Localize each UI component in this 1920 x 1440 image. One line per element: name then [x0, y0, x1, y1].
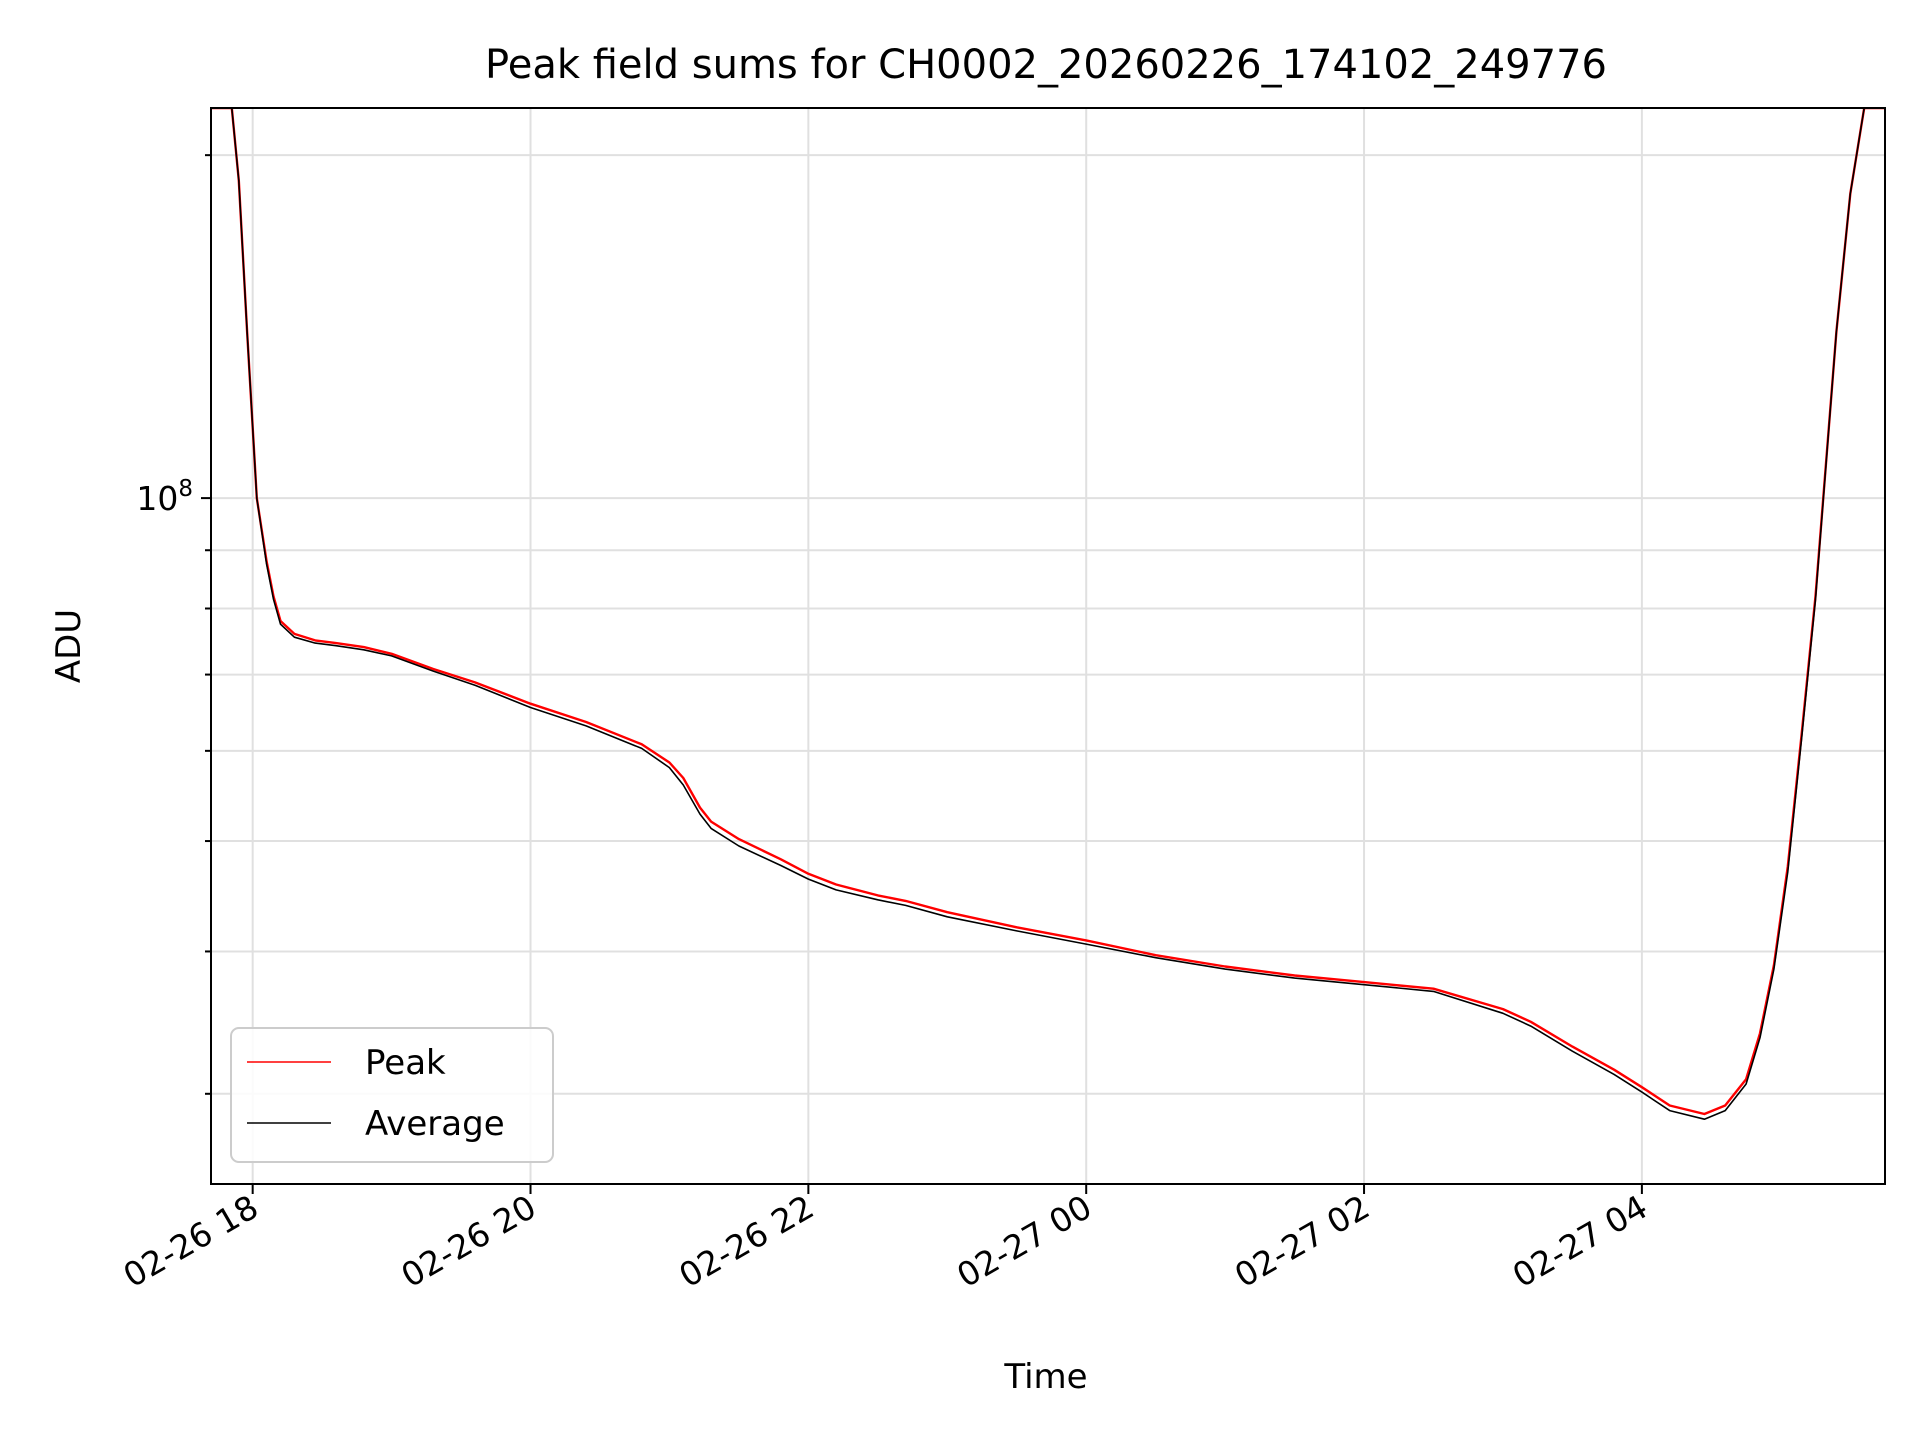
grid — [211, 108, 1885, 1184]
legend-average-label: Average — [365, 1104, 505, 1144]
y-tick-label: 108 — [136, 476, 193, 518]
y-tick-label-base: 10 — [136, 479, 178, 518]
legend-peak-label: Peak — [365, 1043, 446, 1083]
average-series-line — [211, 108, 1885, 1120]
plot-frame — [210, 107, 1886, 1185]
chart-title: Peak field sums for CH0002_20260226_1741… — [485, 42, 1607, 88]
x-axis-label: Time — [1003, 1357, 1087, 1397]
y-tick-label-exponent: 8 — [178, 476, 193, 502]
y-axis-label: ADU — [49, 609, 89, 683]
legend: Peak Average — [230, 1027, 554, 1163]
series-layer — [211, 108, 1885, 1120]
peak-series-line — [211, 108, 1885, 1116]
